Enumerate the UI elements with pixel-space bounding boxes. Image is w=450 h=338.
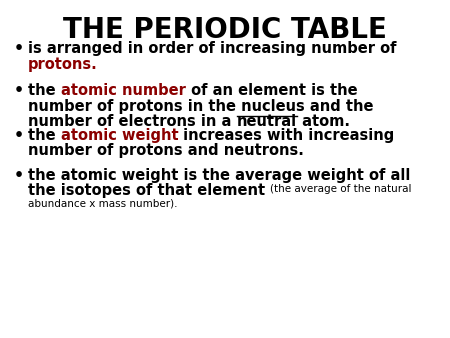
Text: protons.: protons. [28, 56, 98, 72]
Text: of an element is the: of an element is the [185, 83, 357, 98]
Text: •: • [14, 83, 24, 98]
Text: •: • [14, 41, 24, 56]
Text: the: the [28, 83, 61, 98]
Text: •: • [14, 168, 24, 183]
Text: the atomic weight is the average weight of all: the atomic weight is the average weight … [28, 168, 410, 183]
Text: (the average of the natural: (the average of the natural [270, 184, 412, 193]
Text: the: the [28, 128, 61, 143]
Text: atomic number: atomic number [61, 83, 185, 98]
Text: atom.: atom. [297, 114, 350, 129]
Text: number of protons and neutrons.: number of protons and neutrons. [28, 144, 304, 159]
Text: neutral: neutral [237, 114, 297, 129]
Text: the isotopes of that element: the isotopes of that element [28, 184, 270, 198]
Text: atomic weight: atomic weight [61, 128, 178, 143]
Text: increases with increasing: increases with increasing [178, 128, 395, 143]
Text: is arranged in order of increasing number of: is arranged in order of increasing numbe… [28, 41, 396, 56]
Text: number of electrons in a: number of electrons in a [28, 114, 237, 129]
Text: number of protons in the nucleus and the: number of protons in the nucleus and the [28, 98, 374, 114]
Text: abundance x mass number).: abundance x mass number). [28, 199, 177, 209]
Text: THE PERIODIC TABLE: THE PERIODIC TABLE [63, 16, 387, 44]
Text: •: • [14, 128, 24, 143]
